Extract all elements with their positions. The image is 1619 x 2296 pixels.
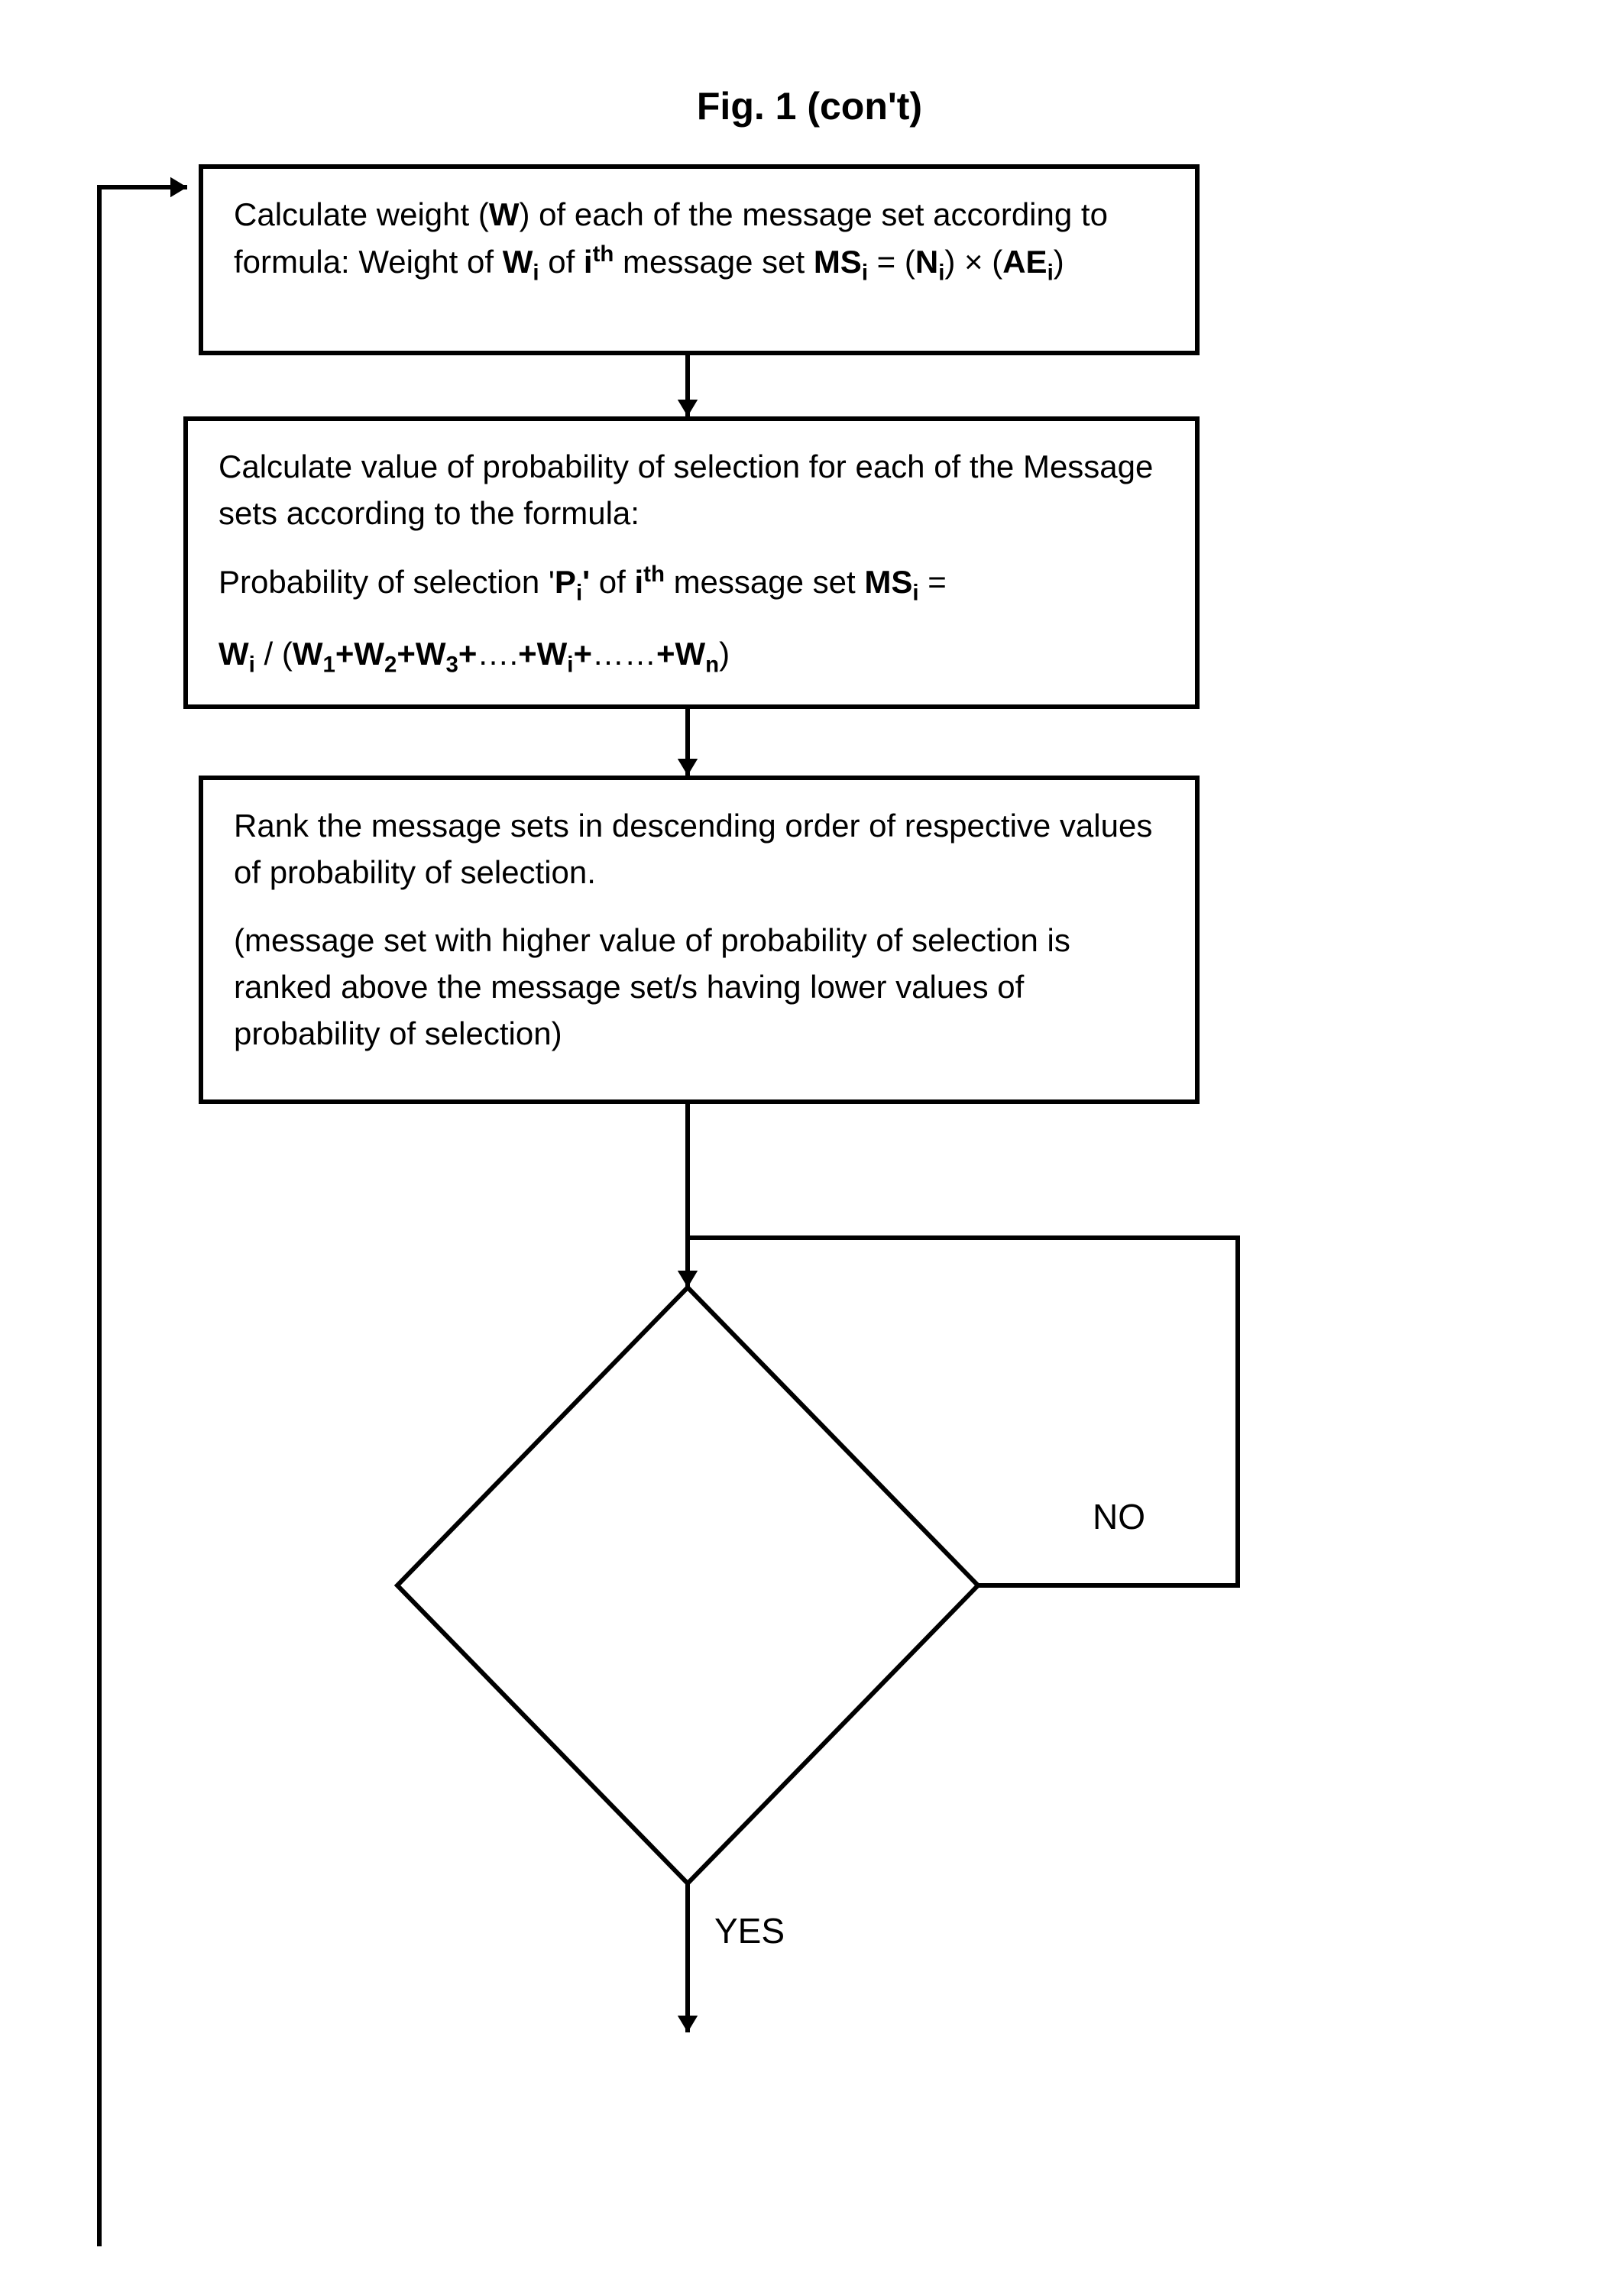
decision-yes-label: YES <box>714 1910 785 1951</box>
decision-text: Is a more recentvalue of measuredBG leve… <box>527 1498 848 1722</box>
process-box-calculate-weight: Calculate weight (W) of each of the mess… <box>199 164 1200 355</box>
figure-title: Fig. 1 (con't) <box>0 84 1619 128</box>
decision-no-label: NO <box>1093 1496 1145 1537</box>
process-box-rank-message-sets: Rank the message sets in descending orde… <box>199 776 1200 1104</box>
process-box-calculate-probability: Calculate value of probability of select… <box>183 416 1200 709</box>
